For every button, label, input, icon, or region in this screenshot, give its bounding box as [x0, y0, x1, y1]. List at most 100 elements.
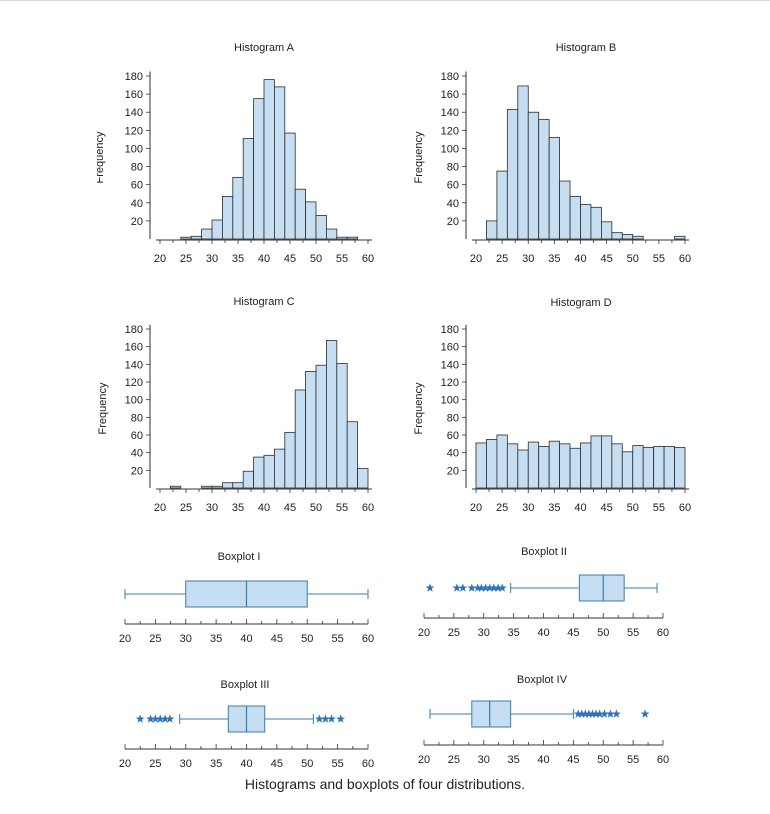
x-tick-label: 20 — [119, 758, 131, 770]
chart-title: Boxplot I — [218, 551, 261, 563]
y-tick-label: 120 — [441, 377, 459, 389]
x-tick-label: 40 — [240, 758, 252, 770]
y-tick-label: 120 — [125, 377, 143, 389]
histogram-bar — [346, 421, 358, 489]
x-tick-label: 40 — [258, 253, 270, 265]
x-tick-label: 20 — [418, 627, 430, 639]
y-tick-label: 120 — [441, 125, 459, 137]
histogram-bar — [486, 220, 498, 240]
x-tick-label: 60 — [362, 253, 374, 265]
box-iqr — [471, 700, 512, 728]
histogram-bar — [621, 451, 634, 489]
x-tick-label: 55 — [653, 253, 665, 265]
histogram-bar — [611, 232, 623, 240]
histogram-bar — [496, 434, 508, 489]
histogram-bar — [315, 364, 327, 489]
x-tick-label: 30 — [522, 502, 534, 514]
y-tick-label: 180 — [125, 71, 143, 83]
y-tick-label: 120 — [125, 125, 143, 137]
y-tick-label: 180 — [441, 71, 459, 83]
x-tick-label: 50 — [627, 502, 639, 514]
y-axis-label: Frequency — [413, 131, 425, 183]
x-tick-label: 25 — [149, 758, 161, 770]
x-tick-label: 45 — [284, 253, 296, 265]
outlier-point — [497, 583, 507, 592]
outlier-point — [485, 583, 495, 592]
histogram-d: Histogram D 20 25 30 35 40 45 50 55 60 20 40 60 80 100… — [413, 297, 691, 514]
x-tick-label: 25 — [180, 253, 192, 265]
x-tick-label: 25 — [180, 502, 192, 514]
y-tick-label: 40 — [447, 448, 459, 460]
chart-title: Histogram B — [556, 42, 617, 54]
x-tick-label: 50 — [301, 758, 313, 770]
outlier-point — [577, 709, 587, 718]
outlier-point — [493, 583, 503, 592]
figure-svg: Histogram A 20 25 30 35 40 45 50 55 60 20 40 60 80 100… — [97, 42, 691, 770]
x-tick-label: 40 — [537, 627, 549, 639]
histogram-bar — [486, 439, 498, 489]
x-tick-label: 30 — [478, 754, 490, 766]
x-tick-label: 40 — [574, 253, 586, 265]
x-tick-label: 55 — [653, 502, 665, 514]
x-tick-label: 35 — [508, 754, 520, 766]
histogram-bar — [548, 137, 560, 240]
outlier-point — [315, 714, 324, 723]
y-tick-label: 140 — [441, 107, 459, 119]
x-tick-label: 30 — [180, 758, 192, 770]
histogram-bar — [611, 443, 623, 489]
x-tick-label: 30 — [206, 253, 218, 265]
y-tick-label: 180 — [441, 324, 459, 336]
x-tick-label: 35 — [508, 627, 520, 639]
figure-panel: Histogram A 20 25 30 35 40 45 50 55 60 20 40 60 80 100… — [97, 38, 702, 800]
histogram-bar — [527, 111, 540, 240]
y-tick-label: 100 — [125, 143, 143, 155]
outlier-point — [160, 714, 170, 723]
outlier-point — [580, 709, 590, 718]
outlier-point — [489, 583, 499, 592]
histogram-bar — [180, 236, 192, 240]
x-tick-label: 35 — [232, 253, 244, 265]
x-tick-label: 25 — [496, 502, 508, 514]
histogram-bar — [590, 206, 602, 240]
histogram-c: Histogram C 20 25 30 35 40 45 50 55 60 20 40 60 80 100… — [97, 296, 374, 514]
histogram-bar — [273, 86, 286, 240]
box-iqr — [578, 574, 625, 602]
x-tick-label: 45 — [284, 502, 296, 514]
outlier-point — [336, 714, 346, 723]
histogram-bar — [305, 370, 317, 489]
histogram-bar — [569, 196, 581, 240]
outlier-point — [640, 709, 650, 718]
x-tick-label: 45 — [601, 502, 613, 514]
y-tick-label: 40 — [447, 198, 459, 210]
x-tick-label: 55 — [627, 627, 639, 639]
outlier-point — [595, 709, 605, 718]
x-tick-label: 30 — [478, 627, 490, 639]
histogram-bar — [580, 204, 592, 240]
boxplot-iii: Boxplot III 20 25 30 35 40 45 50 55 60 — [119, 679, 374, 770]
histogram-bar — [559, 180, 571, 240]
y-tick-label: 80 — [131, 162, 143, 174]
histogram-bar — [506, 443, 519, 489]
x-tick-label: 60 — [362, 758, 374, 770]
x-tick-label: 50 — [301, 633, 313, 645]
top-divider — [0, 0, 770, 1]
histogram-bar — [263, 79, 275, 240]
y-tick-label: 80 — [131, 412, 143, 424]
histogram-bar — [653, 446, 665, 489]
outlier-point — [606, 709, 615, 718]
x-tick-label: 30 — [206, 502, 218, 514]
histogram-bar — [475, 442, 487, 489]
histogram-bar — [632, 445, 644, 489]
x-tick-label: 45 — [567, 754, 579, 766]
histogram-bar — [325, 228, 338, 240]
chart-title: Boxplot II — [521, 546, 567, 558]
x-tick-label: 35 — [210, 633, 222, 645]
histogram-bar — [263, 454, 275, 489]
histogram-bar — [506, 109, 519, 240]
histogram-bar — [294, 188, 306, 240]
chart-title: Histogram A — [234, 42, 295, 54]
x-tick-label: 35 — [232, 502, 244, 514]
histogram-bar — [621, 234, 634, 240]
outlier-point — [591, 709, 601, 718]
outlier-point — [135, 714, 145, 723]
